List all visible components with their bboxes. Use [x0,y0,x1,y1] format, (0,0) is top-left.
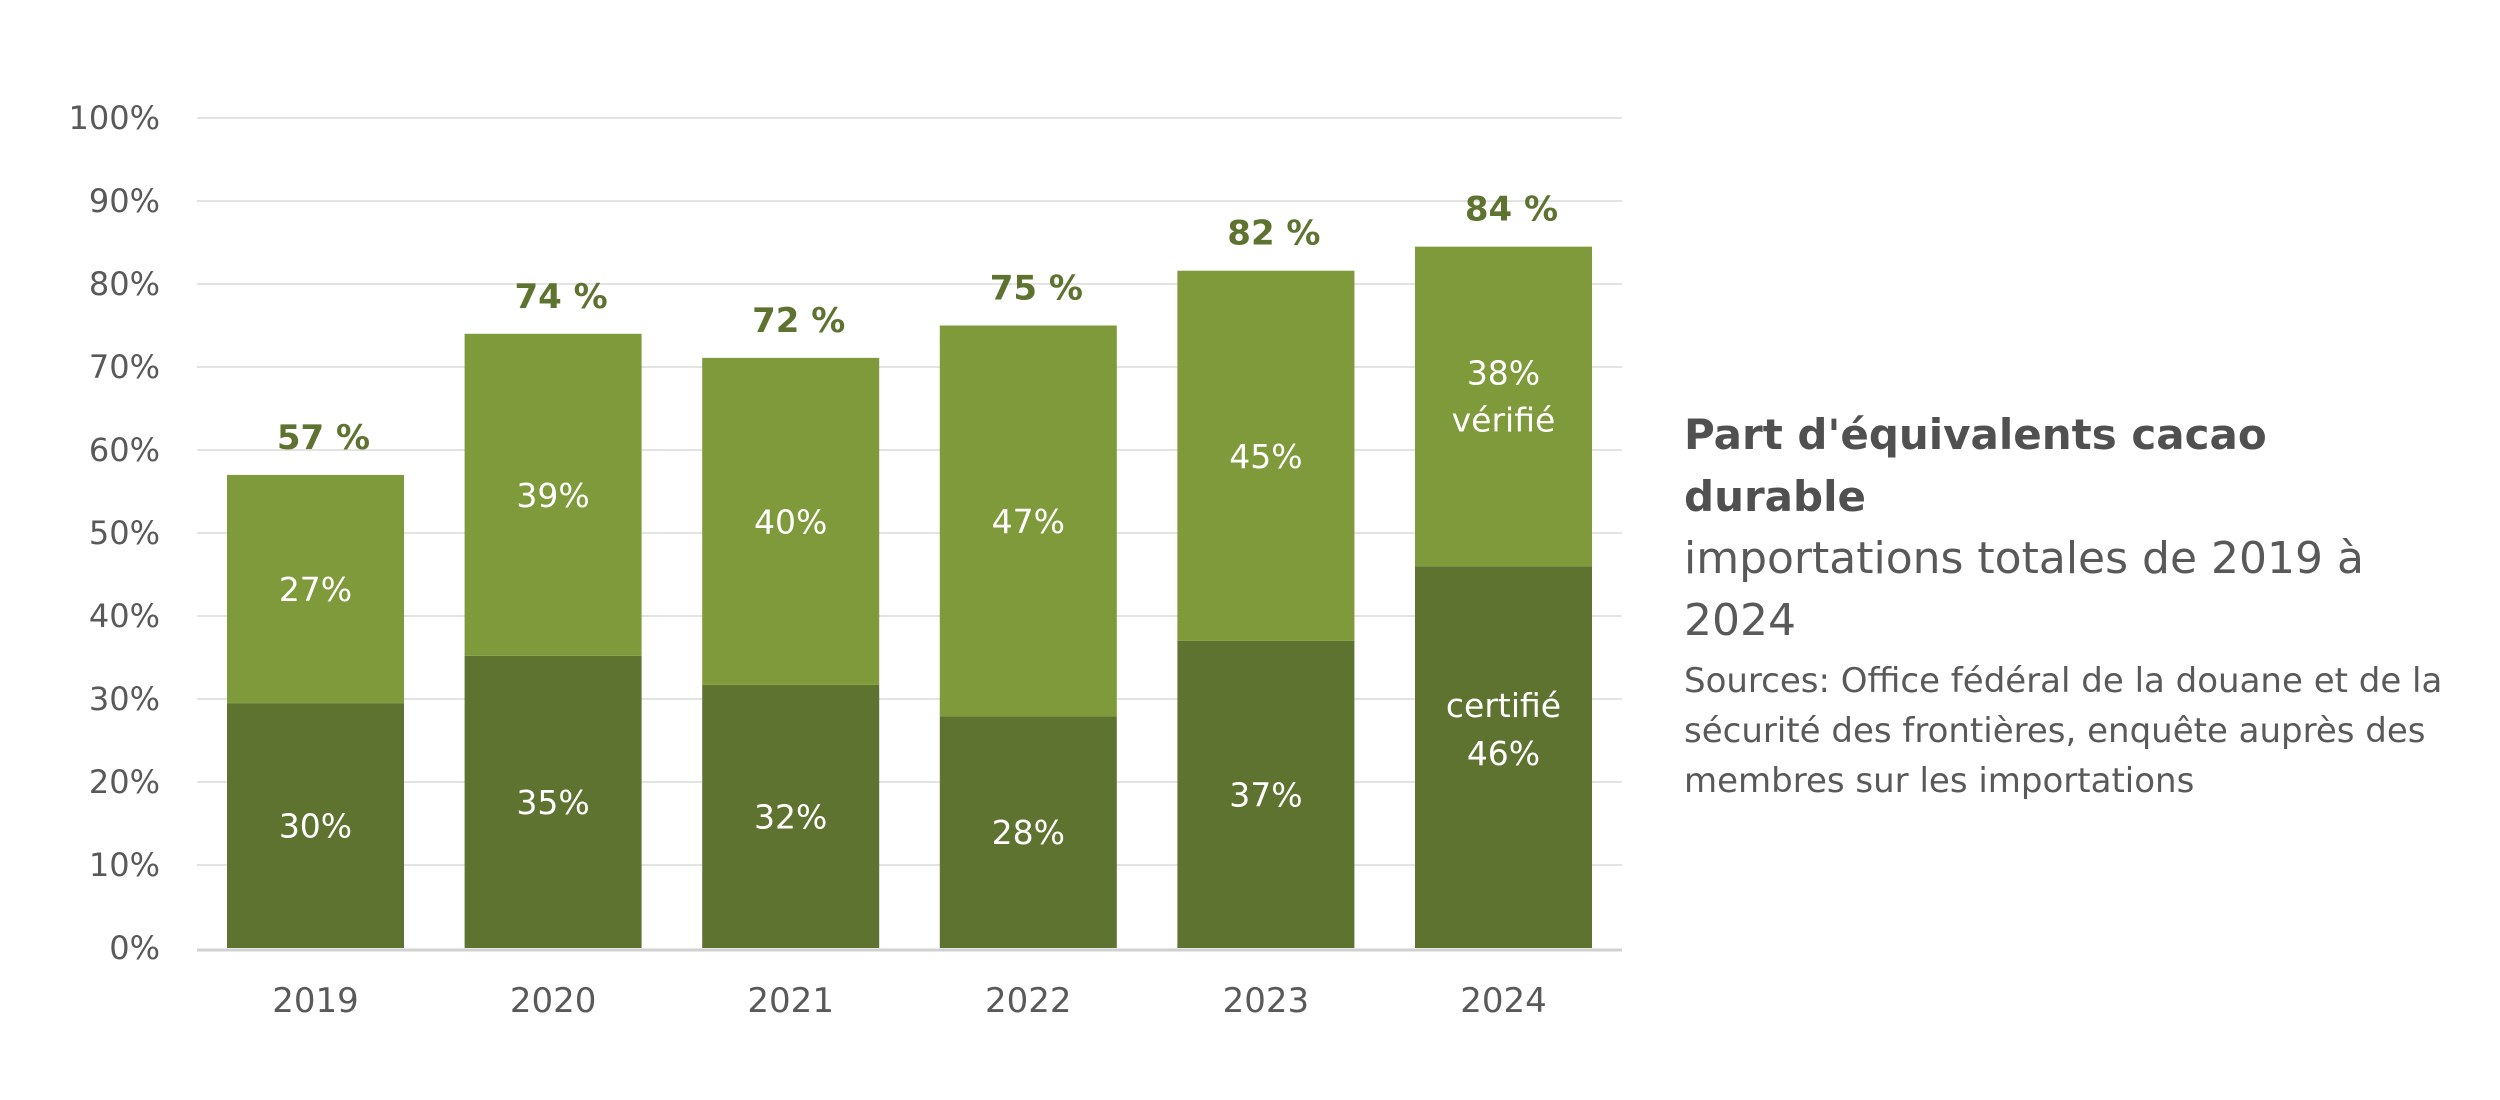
data-labels: 30% 27% 57 % 35% 39% 74 % 32% 40% 72 % 28% 47% 75 %… [277,190,1561,853]
data-label: 45% [1229,437,1302,476]
total-label: 82 % [1227,214,1320,254]
data-label: 28% [992,813,1065,852]
x-axis-ticks: 2019 2020 2021 2022 2023 2024 [272,981,1547,1021]
data-label: 37% [1229,775,1302,814]
data-label: 32% [754,797,827,836]
total-label: 72 % [752,301,845,341]
data-label: 35% [516,783,589,822]
y-tick-label: 0% [109,929,160,967]
bar-segment-verified [1177,270,1355,641]
y-axis-ticks: 0% 10% 20% 30% 40% 50% 60% 70% 80% 90% 100% [69,99,160,967]
x-tick-label: 2023 [1223,981,1310,1021]
bar-segment-verified [1415,246,1592,567]
data-label: 27% [279,570,352,609]
x-tick-label: 2020 [510,981,597,1021]
bar-segment-certified [227,703,404,948]
data-label: 47% [992,502,1065,541]
data-label: 40% [754,502,827,541]
total-label: 75 % [990,269,1083,309]
chart-title: Part d'équivalents cacao durable [1684,410,2267,521]
bar-segment-certified [702,684,880,948]
bar-segment-verified [939,325,1117,717]
x-tick-label: 2022 [985,981,1072,1021]
data-label: 38% [1467,353,1540,392]
x-tick-label: 2021 [747,981,834,1021]
total-label: 57 % [277,418,370,458]
y-tick-label: 80% [89,265,160,303]
x-tick-label: 2024 [1460,981,1547,1021]
bar-segment-verified [227,474,404,704]
series-annotation: vérifié [1452,400,1556,439]
total-label: 84 % [1465,190,1558,230]
y-tick-label: 20% [89,763,160,801]
bar-segment-certified [939,716,1117,948]
x-tick-label: 2019 [272,981,359,1021]
chart-subtitle: importations totales de 2019 à 2024 [1684,533,2364,646]
series-annotation: certifié [1446,686,1561,725]
data-label: 46% [1467,734,1540,773]
y-tick-label: 60% [89,431,160,469]
gridlines [197,117,1622,866]
bar-segment-certified [464,655,642,948]
chart-source: Sources: Office fédéral de la douane et … [1684,661,2443,801]
data-label: 39% [516,476,589,515]
y-tick-label: 30% [89,680,160,718]
y-tick-label: 70% [89,348,160,386]
bar-segment-verified [702,357,880,685]
chart-caption: Part d'équivalents cacao durable importa… [1684,404,2444,806]
y-tick-label: 40% [89,597,160,635]
bar-segment-certified [1415,566,1592,948]
y-tick-label: 90% [89,182,160,220]
total-label: 74 % [514,277,607,317]
bar-segment-certified [1177,640,1355,948]
data-label: 30% [279,807,352,846]
bar-segment-verified [464,333,642,656]
y-tick-label: 10% [89,846,160,884]
bars [227,246,1592,948]
y-tick-label: 50% [89,514,160,552]
y-tick-label: 100% [69,99,160,137]
